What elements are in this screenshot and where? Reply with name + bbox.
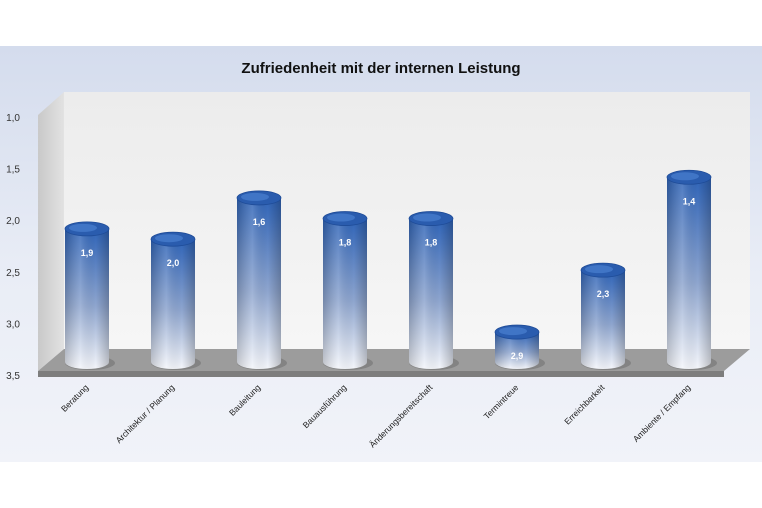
y-tick-label: 1,5 <box>6 165 20 176</box>
bar-value-label: 1,8 <box>425 238 438 248</box>
bar-value-label: 2,3 <box>597 289 610 299</box>
bar-value-label: 2,9 <box>511 351 524 361</box>
bar-value-label: 2,0 <box>167 258 180 268</box>
bar: 2,0 <box>150 231 201 370</box>
chart-title: Zufriedenheit mit der internen Leistung <box>241 60 520 77</box>
y-tick-label: 3,5 <box>6 371 20 382</box>
y-tick-label: 1,0 <box>6 113 20 124</box>
plot-floor-edge <box>38 371 724 377</box>
bar: 1,6 <box>236 190 287 370</box>
y-tick-label: 2,5 <box>6 268 20 279</box>
plot-floor <box>38 349 750 371</box>
bar: 1,8 <box>408 211 459 370</box>
bar-value-label: 1,9 <box>81 248 94 258</box>
category-label: Architektur / Planung <box>114 382 177 445</box>
bar-value-label: 1,8 <box>339 238 352 248</box>
category-label: Bauleitung <box>227 382 263 418</box>
bar: 1,8 <box>322 211 373 370</box>
category-label: Erreichbarkeit <box>562 382 607 427</box>
y-tick-label: 2,0 <box>6 216 20 227</box>
plot-side-wall <box>38 92 64 371</box>
category-label: Termintreue <box>482 382 521 421</box>
category-label: Bauausführung <box>301 382 349 430</box>
bar-value-label: 1,4 <box>683 196 696 206</box>
category-label: Änderungsbereitschaft <box>367 382 435 450</box>
y-tick-label: 3,0 <box>6 319 20 330</box>
plot-back-wall <box>64 92 750 349</box>
bar-value-label: 1,6 <box>253 217 266 227</box>
bar: 1,9 <box>64 221 115 370</box>
bar: 2,9 <box>494 324 545 370</box>
bar: 1,4 <box>666 169 717 370</box>
category-label: Ambiente / Empfang <box>631 382 693 444</box>
category-label: Beratung <box>59 382 91 414</box>
bar: 2,3 <box>580 262 631 370</box>
